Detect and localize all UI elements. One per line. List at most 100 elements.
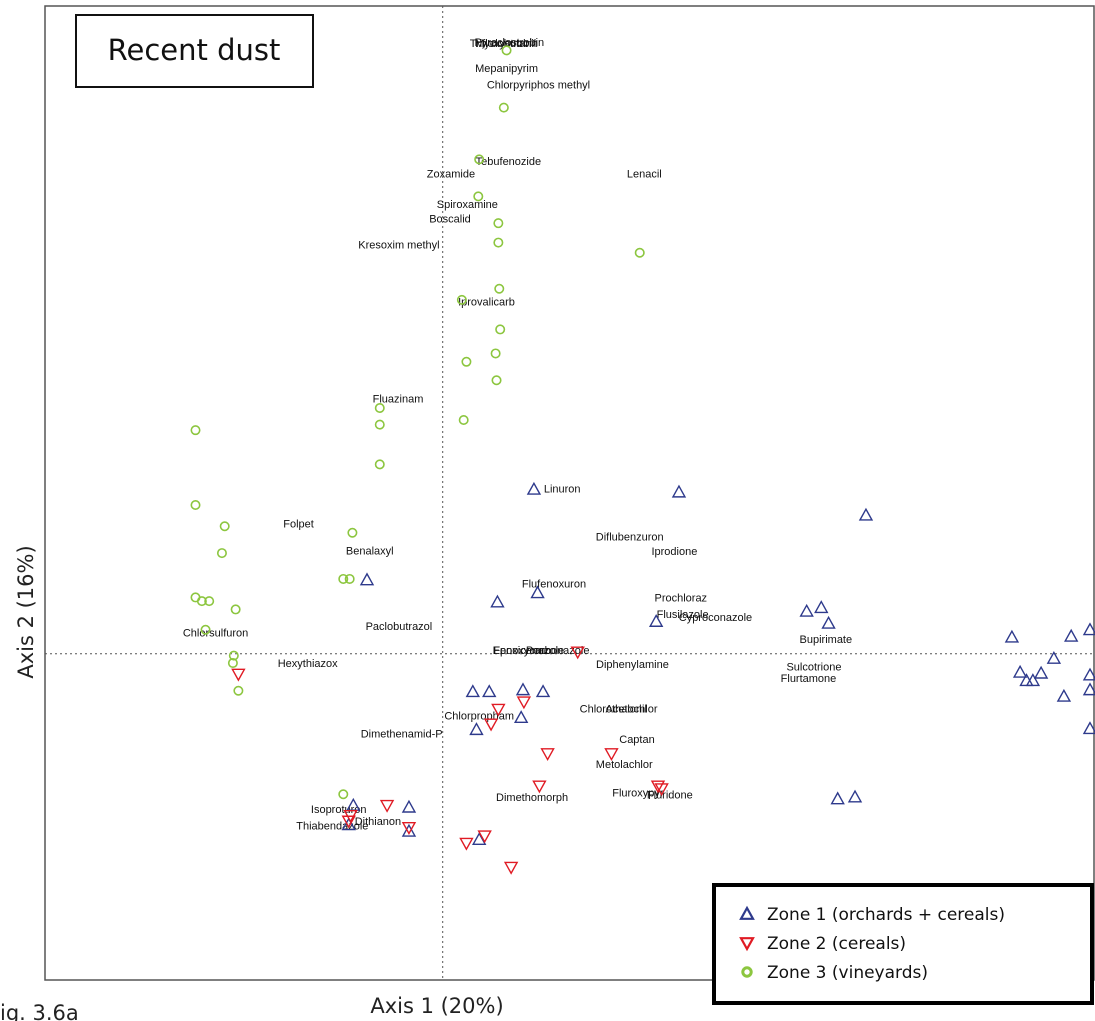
point-label: Tebufenozide <box>476 156 541 168</box>
point-label: Sulcotrione <box>786 662 841 674</box>
data-points <box>190 45 1095 875</box>
zone1-point <box>1012 664 1028 678</box>
legend-label-zone3: Zone 3 (vineyards) <box>767 963 928 983</box>
point-label: Chlorpyriphos methyl <box>487 80 590 92</box>
zone3-point <box>374 402 385 413</box>
point-label: Flufenoxuron <box>522 579 586 591</box>
zone1-point <box>814 600 829 614</box>
zone1-point <box>1082 721 1095 735</box>
point-label: Cyproconazole <box>679 612 752 624</box>
zone3-point <box>493 218 504 229</box>
zone2-point <box>532 780 547 794</box>
zone3-point <box>634 247 645 258</box>
chart-title: Recent dust <box>108 33 281 67</box>
zone1-point <box>1082 682 1095 696</box>
zone3-point <box>473 191 484 202</box>
point-label: Fenoxycarb <box>493 645 550 657</box>
zone1-point <box>799 603 814 617</box>
zone1-point <box>1064 628 1079 642</box>
zone2-point <box>654 783 669 797</box>
legend-label-zone1: Zone 1 (orchards + cereals) <box>767 905 1005 925</box>
zone3-point <box>200 624 211 635</box>
plot-frame <box>44 5 1095 981</box>
point-label: Boscalid <box>429 214 471 226</box>
zone3-point <box>491 375 502 386</box>
point-label: Lenacil <box>627 168 662 180</box>
zone1-point <box>490 594 505 608</box>
point-label: Acetochlor <box>606 703 658 715</box>
zone3-point <box>344 573 355 584</box>
point-label: Metolachlor <box>596 759 653 771</box>
point-label: Iprodione <box>651 546 697 558</box>
legend-marker-zone1 <box>739 905 755 920</box>
point-label: Diflubenzuron <box>596 531 664 543</box>
zone2-point <box>483 718 499 732</box>
zone3-point <box>190 425 201 436</box>
point-label: Mepanipyrim <box>475 63 538 75</box>
zone2-point <box>503 861 519 875</box>
point-label: Flurtamone <box>781 673 837 685</box>
chart-title-box <box>75 14 314 88</box>
point-label: Pyraclostrobin <box>474 37 544 49</box>
zone1-point <box>513 710 529 724</box>
zone3-point <box>219 521 230 532</box>
point-label: Benalaxyl <box>346 545 394 557</box>
zone1-point <box>401 823 417 837</box>
zone3-point <box>227 658 238 669</box>
point-label: Chlorothalonil <box>580 703 647 715</box>
point-label: Spiroxamine <box>437 199 498 211</box>
zone3-point <box>204 596 215 607</box>
zone1-point <box>472 832 487 846</box>
zone2-point <box>231 668 246 682</box>
zone2-point <box>401 822 417 835</box>
zone3-point <box>233 685 244 696</box>
zone2-point <box>477 830 492 844</box>
y-axis-title: Axis 2 (16%) <box>14 545 38 678</box>
zone3-point <box>216 548 227 559</box>
point-label: Linuron <box>544 483 581 495</box>
zone2-point <box>341 815 356 829</box>
point-label: Thiabendazole <box>296 821 368 833</box>
zone3-point <box>338 573 349 584</box>
zone3-point <box>338 789 349 800</box>
point-labels: Linuron Diflubenzuron Iprodione Flufenoxuro… <box>183 37 852 833</box>
zone3-point <box>190 500 201 511</box>
point-label: Chlorpropham <box>444 711 514 723</box>
point-label: Flusilazole <box>657 609 709 621</box>
zone2-point <box>459 837 474 851</box>
legend: Zone 1 (orchards + cereals) Zone 2 (cerea… <box>712 883 1094 1005</box>
point-label: Folpet <box>283 518 314 530</box>
zone1-point <box>515 682 531 696</box>
legend-box <box>712 883 1094 1005</box>
zone3-point <box>474 154 485 165</box>
zone3-point <box>374 459 385 470</box>
point-label: Bupirimate <box>800 634 853 646</box>
point-label: Chlorsulfuron <box>183 628 248 640</box>
zone1-point <box>1056 688 1072 702</box>
legend-marker-zone3 <box>741 966 753 978</box>
zone3-point <box>458 414 469 425</box>
zone2-point <box>516 696 532 710</box>
zone1-point <box>1019 673 1034 687</box>
point-label: Isoproturon <box>311 804 367 816</box>
zone3-point <box>347 527 358 538</box>
zone3-point <box>374 419 385 430</box>
zone1-point <box>821 615 836 629</box>
zone1-point <box>830 791 845 805</box>
point-label: Captan <box>619 734 654 746</box>
zone3-point <box>196 596 207 607</box>
zone2-point <box>540 748 555 762</box>
zone2-point <box>570 646 585 660</box>
point-label: Fluroxypyr <box>612 787 664 799</box>
zone3-point <box>501 45 512 56</box>
zone1-point <box>858 507 874 521</box>
zone2-point <box>650 780 666 794</box>
legend-label-zone2: Zone 2 (cereals) <box>767 934 906 954</box>
zone1-point <box>465 684 480 698</box>
zone1-point <box>341 817 356 831</box>
point-label: Penconazole <box>526 645 590 657</box>
zone1-point <box>526 481 542 495</box>
zone3-point <box>461 356 472 367</box>
x-axis-title: Axis 1 (20%) <box>370 994 503 1018</box>
